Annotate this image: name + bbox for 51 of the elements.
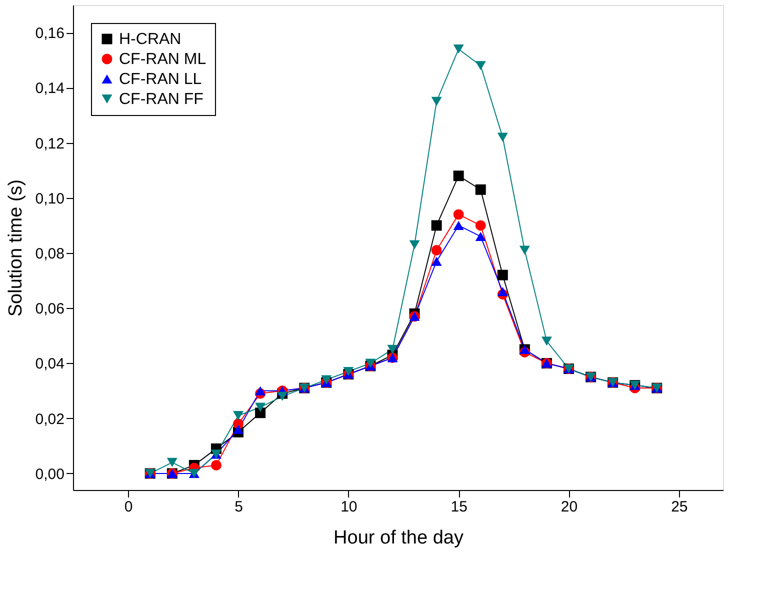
y-tick-label: 0,12 xyxy=(35,135,64,152)
legend-label: CF-RAN ML xyxy=(119,51,206,68)
legend-label: CF-RAN FF xyxy=(119,91,204,108)
x-tick-label: 0 xyxy=(124,498,133,516)
y-tick-label: 0,16 xyxy=(35,25,64,42)
point xyxy=(453,44,464,54)
point xyxy=(475,232,486,242)
y-tick-label: 0,08 xyxy=(35,246,64,263)
y-tick-label: 0,04 xyxy=(35,356,64,373)
point xyxy=(497,132,508,142)
point xyxy=(387,344,398,354)
point xyxy=(497,287,508,296)
x-tick-label: 15 xyxy=(450,498,468,516)
point xyxy=(166,458,178,467)
point xyxy=(365,358,376,368)
point xyxy=(519,246,530,255)
point xyxy=(255,386,266,396)
point xyxy=(255,408,266,418)
y-tick-label: 0,10 xyxy=(35,190,64,208)
point xyxy=(431,220,442,231)
y-axis-title: Solution time (s) xyxy=(5,179,26,317)
point xyxy=(431,245,442,256)
point xyxy=(210,460,222,470)
x-tick-label: 5 xyxy=(234,498,243,516)
y-tick-label: 0,06 xyxy=(35,300,64,318)
point xyxy=(277,392,288,401)
point xyxy=(541,336,552,346)
point xyxy=(453,170,464,182)
point xyxy=(409,240,420,250)
legend-label: CF-RAN LL xyxy=(119,71,202,88)
point xyxy=(321,375,332,384)
y-tick-label: 0,02 xyxy=(35,410,64,428)
point xyxy=(233,411,244,420)
point xyxy=(431,96,442,106)
point xyxy=(475,220,486,231)
point xyxy=(453,209,464,220)
point xyxy=(233,424,244,434)
x-axis-title: Hour of the day xyxy=(334,528,464,548)
point xyxy=(431,256,442,266)
point xyxy=(343,366,354,376)
point xyxy=(453,220,464,230)
y-tick-label: 0,00 xyxy=(35,466,64,483)
x-tick-label: 25 xyxy=(671,498,688,516)
point xyxy=(475,61,486,70)
x-tick-label: 10 xyxy=(340,498,358,516)
legend-label: H-CRAN xyxy=(119,31,182,48)
point xyxy=(475,184,486,195)
y-tick-label: 0,14 xyxy=(35,80,64,98)
x-tick-label: 20 xyxy=(560,498,578,516)
point xyxy=(255,402,266,412)
point xyxy=(497,270,508,280)
